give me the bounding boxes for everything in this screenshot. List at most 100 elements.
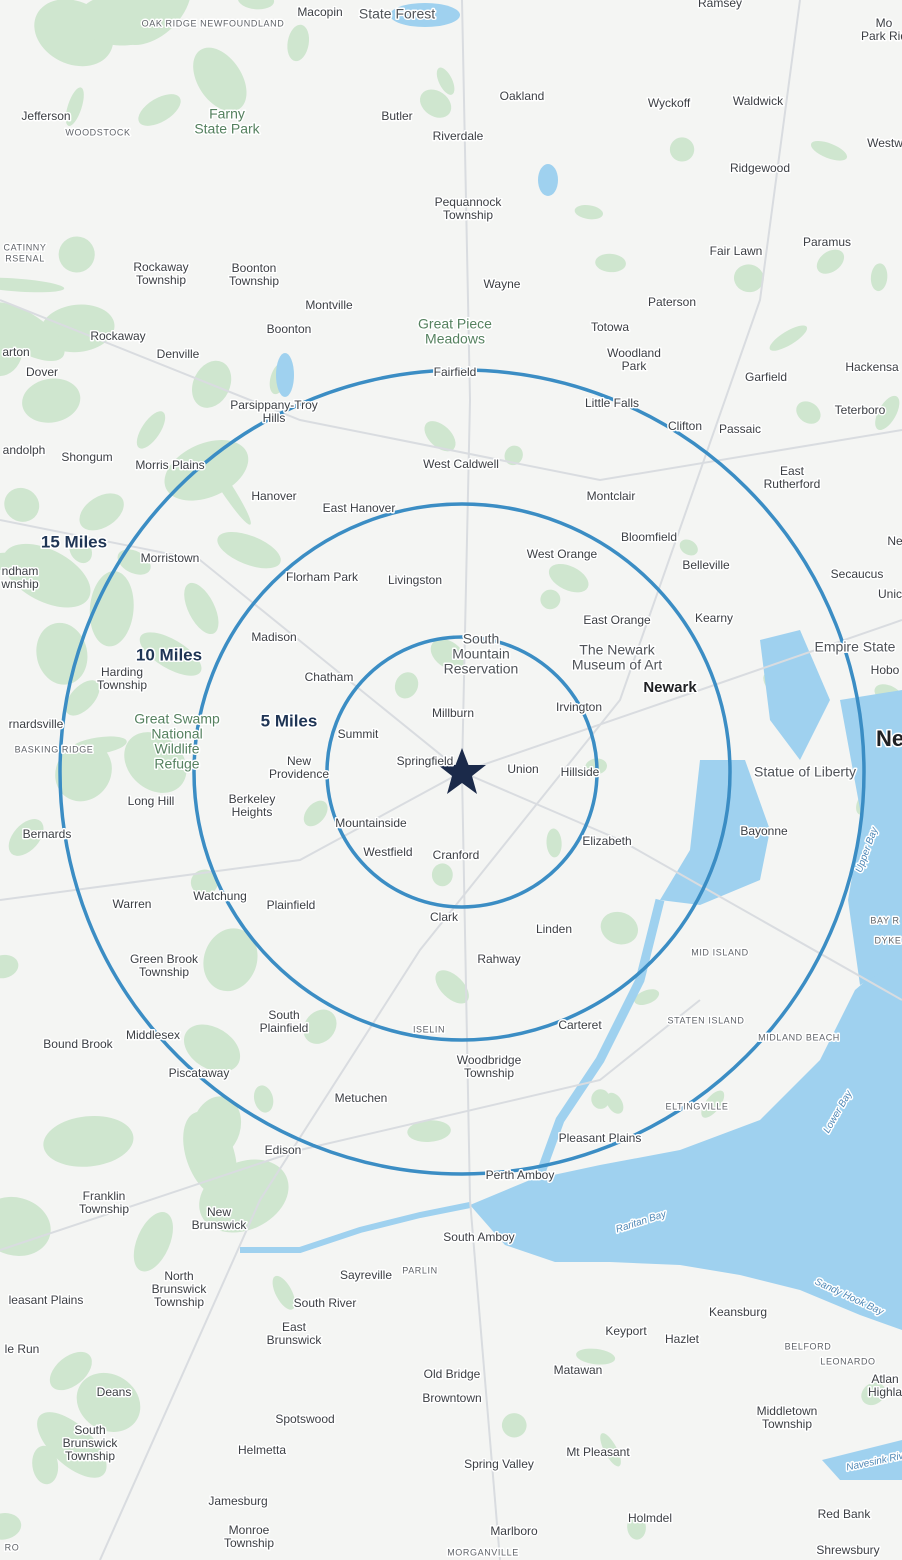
place-label: Plainfield <box>267 898 316 912</box>
place-label: Browntown <box>422 1391 481 1405</box>
place-label: Brunswick <box>152 1282 208 1296</box>
place-label: Watchung <box>193 889 247 903</box>
place-label: Rahway <box>477 952 520 966</box>
place-label: andolph <box>3 443 46 457</box>
place-label: Parsippany-Troy <box>230 398 318 412</box>
place-label: State Forest <box>359 6 435 22</box>
place-label: Township <box>65 1449 115 1463</box>
place-label: Middletown <box>757 1404 818 1418</box>
place-label: Keansburg <box>709 1305 767 1319</box>
place-label: Jefferson <box>21 109 70 123</box>
place-label: Springfield <box>397 754 454 768</box>
place-label: arton <box>2 345 29 359</box>
place-label: Keyport <box>605 1324 647 1338</box>
place-label: Harding <box>101 665 143 679</box>
place-label: WOODSTOCK <box>65 127 130 137</box>
place-label: Highla <box>868 1385 902 1399</box>
place-label: Bayonne <box>740 824 788 838</box>
place-label: Brunswick <box>63 1436 119 1450</box>
place-label: Fairfield <box>434 365 477 379</box>
place-label: Edison <box>265 1143 302 1157</box>
place-label: Empire State <box>815 639 896 655</box>
place-label: CATINNY <box>3 242 46 252</box>
place-label: Township <box>154 1295 204 1309</box>
place-label: STATEN ISLAND <box>668 1015 745 1025</box>
ring-label: 15 Miles <box>41 532 107 551</box>
place-label: Matawan <box>554 1363 603 1377</box>
place-label: RO <box>5 1542 20 1552</box>
place-label: Bound Brook <box>43 1037 113 1051</box>
ring-label: 5 Miles <box>261 711 318 730</box>
place-label: Carteret <box>558 1018 602 1032</box>
place-label: Passaic <box>719 422 761 436</box>
place-label: West Caldwell <box>423 457 499 471</box>
place-label: Bernards <box>23 827 72 841</box>
place-label: Heights <box>232 805 273 819</box>
place-label: Park <box>622 359 648 373</box>
place-label: Red Bank <box>818 1507 872 1521</box>
place-label: Oakland <box>500 89 545 103</box>
place-label: Metuchen <box>335 1091 388 1105</box>
place-label: Union <box>507 762 538 776</box>
place-label: South <box>268 1008 299 1022</box>
place-label: Rockaway <box>133 260 188 274</box>
place-label: MORGANVILLE <box>447 1547 519 1557</box>
place-label: BELFORD <box>785 1341 832 1351</box>
place-label: Montville <box>305 298 353 312</box>
place-label: Pleasant Plains <box>559 1131 642 1145</box>
place-label: State Park <box>194 121 260 137</box>
place-label: Chatham <box>305 670 354 684</box>
place-label: Farny <box>209 106 245 122</box>
place-label: Paterson <box>648 295 696 309</box>
place-label: Jamesburg <box>208 1494 267 1508</box>
place-label: Millburn <box>432 706 474 720</box>
place-label: East <box>282 1320 307 1334</box>
place-label: Belleville <box>682 558 730 572</box>
place-label: Franklin <box>83 1189 126 1203</box>
place-label: Mountain <box>452 646 510 662</box>
place-label: Shrewsbury <box>816 1543 879 1557</box>
place-label: Morris Plains <box>135 458 204 472</box>
place-label: Clifton <box>668 419 702 433</box>
lake <box>538 164 558 196</box>
place-label: Park Rid <box>861 29 902 43</box>
place-label: Garfield <box>745 370 787 384</box>
place-label: Township <box>136 273 186 287</box>
place-label: North <box>164 1269 193 1283</box>
place-label: Montclair <box>587 489 636 503</box>
place-label: Shongum <box>61 450 112 464</box>
place-label: Monroe <box>229 1523 270 1537</box>
place-label: Little Falls <box>585 396 639 410</box>
place-label: leasant Plains <box>9 1293 84 1307</box>
place-label: Livingston <box>388 573 442 587</box>
place-label: Berkeley <box>229 792 276 806</box>
place-label: Hazlet <box>665 1332 700 1346</box>
place-label: West Orange <box>527 547 598 561</box>
place-label: Unic <box>878 587 902 601</box>
place-label: South <box>463 631 500 647</box>
place-label: New <box>287 754 311 768</box>
place-label: Hackensa <box>845 360 899 374</box>
place-label: Middlesex <box>126 1028 180 1042</box>
place-label: Pequannock <box>435 195 503 209</box>
place-label: Dover <box>26 365 58 379</box>
place-label: East Orange <box>583 613 651 627</box>
lake <box>276 353 294 397</box>
place-label: Wayne <box>484 277 521 291</box>
place-label: Summit <box>338 727 379 741</box>
place-label: Totowa <box>591 320 629 334</box>
place-label: Hills <box>263 411 286 425</box>
place-label: Township <box>79 1202 129 1216</box>
place-label: Morristown <box>141 551 200 565</box>
place-label: Township <box>464 1066 514 1080</box>
place-label: Plainfield <box>260 1021 309 1035</box>
map: 15 Miles10 Miles5 MilesOAK RIDGE NEWFOUN… <box>0 0 902 1560</box>
place-label: Township <box>229 274 279 288</box>
place-label: Piscataway <box>169 1066 230 1080</box>
place-label: Riverdale <box>433 129 484 143</box>
place-label: Mountainside <box>335 816 407 830</box>
place-label: MIDLAND BEACH <box>758 1032 840 1042</box>
place-label: ELTINGVILLE <box>666 1101 729 1111</box>
place-label: Mo <box>876 16 893 30</box>
place-label: Long Hill <box>128 794 175 808</box>
